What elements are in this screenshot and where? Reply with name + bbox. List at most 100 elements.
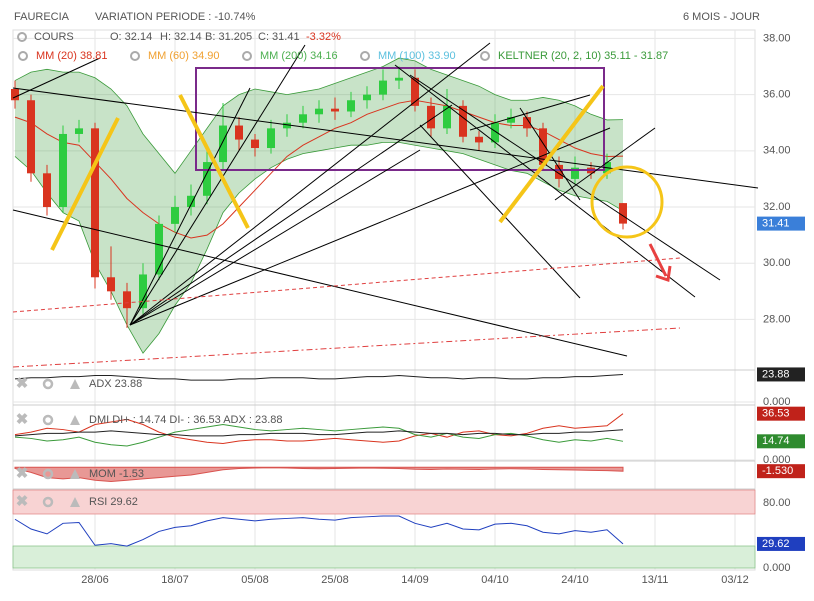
x-tick-label: 05/08 — [241, 574, 269, 586]
candle-body — [75, 128, 83, 134]
settings-icon[interactable] — [130, 51, 140, 61]
y-tick-label: 80.00 — [763, 497, 791, 509]
x-tick-label: 13/11 — [642, 574, 669, 586]
settings-icon[interactable] — [360, 51, 370, 61]
arrow-head — [655, 265, 672, 282]
value-box — [757, 536, 805, 551]
panel-title: RSI 29.62 — [89, 496, 138, 508]
panel-title: MOM -1.53 — [89, 468, 144, 480]
candle-body — [379, 80, 387, 95]
marks: 31.41 23.88 36.53 14.74 -1.530 29.62 — [11, 66, 805, 551]
candle-body — [475, 136, 483, 143]
y-tick-label: 0.000 — [763, 562, 791, 574]
y-tick-label: 0.000 — [763, 396, 791, 408]
move-icon — [70, 469, 80, 479]
trend-line — [129, 42, 491, 326]
value-box-label: 31.41 — [762, 218, 790, 230]
y-tick-label: 36.00 — [763, 89, 791, 101]
remove-icon[interactable]: ✖ — [16, 411, 29, 428]
legend-entry: MM (60) 34.90 — [148, 50, 220, 62]
panel-title: ADX 23.88 — [89, 378, 142, 390]
move-icon — [70, 415, 80, 425]
candle-body — [187, 195, 195, 208]
legend-cours: COURS — [34, 31, 74, 43]
value-box-label: 29.62 — [762, 538, 790, 550]
bands — [14, 57, 624, 354]
candle-body — [43, 173, 51, 208]
move-icon — [70, 379, 80, 389]
plot-frame — [12, 29, 756, 571]
y-tick-label: 28.00 — [763, 313, 791, 325]
arrow — [648, 243, 668, 277]
range-box — [195, 67, 605, 171]
settings-icon — [42, 468, 54, 480]
candle-body — [155, 223, 163, 275]
candle-body — [331, 108, 339, 112]
candle-body — [219, 125, 227, 163]
highlight-circle — [590, 165, 664, 239]
trend-line — [129, 87, 251, 326]
trend-line — [394, 64, 696, 298]
candle-body — [59, 133, 67, 208]
y-tick-label: 0.000 — [763, 454, 791, 466]
candle-body — [619, 203, 627, 224]
candle-body — [27, 100, 35, 174]
symbol: FAURECIA — [14, 11, 70, 23]
value-box — [757, 406, 805, 421]
settings-icon — [480, 51, 490, 61]
trend-line — [12, 87, 759, 189]
candle-body — [491, 122, 499, 143]
value-box-label: 14.74 — [762, 435, 790, 447]
trend-line — [469, 94, 591, 131]
moving-average — [14, 99, 624, 239]
value-box-label: -1.530 — [762, 465, 793, 477]
candle-body — [251, 139, 259, 149]
legend-change: -3.32% — [306, 31, 341, 43]
x-tick-label: 25/08 — [321, 574, 349, 586]
settings-icon[interactable] — [242, 51, 252, 61]
settings-icon — [42, 378, 54, 390]
x-tick-label: 24/10 — [561, 574, 589, 586]
trend-line — [129, 127, 611, 326]
oversold-zone — [12, 545, 756, 569]
trend-line — [419, 124, 581, 299]
candle-body — [107, 277, 115, 292]
candle-body — [203, 162, 211, 196]
value-box — [757, 464, 805, 479]
candle-body — [91, 128, 99, 278]
remove-icon[interactable]: ✖ — [16, 465, 29, 482]
trend-line — [12, 57, 101, 99]
x-tick-label: 04/10 — [481, 574, 509, 586]
value-box-label: 23.88 — [762, 368, 790, 380]
annotations — [12, 42, 759, 368]
candle-body — [283, 122, 291, 129]
value-box — [757, 216, 805, 231]
indicator-line — [14, 373, 624, 381]
support-line — [12, 327, 681, 368]
trend-line — [129, 149, 421, 326]
trend-line — [129, 104, 453, 326]
remove-icon[interactable]: ✖ — [16, 375, 29, 392]
y-tick-label: 30.00 — [763, 257, 791, 269]
settings-icon[interactable] — [18, 51, 28, 61]
y-tick-label: 32.00 — [763, 201, 791, 213]
settings-icon — [42, 496, 54, 508]
remove-icon[interactable]: ✖ — [16, 493, 29, 510]
legend-entry: MM (100) 33.90 — [378, 50, 456, 62]
legend-open: O: 32.14 — [110, 31, 152, 43]
highlight-stroke — [50, 117, 120, 251]
y-tick-label: 38.00 — [763, 32, 791, 44]
band-upper — [14, 57, 624, 174]
candle-body — [507, 117, 515, 123]
candle-body — [347, 100, 355, 112]
settings-icon — [42, 414, 54, 426]
move-icon — [70, 497, 80, 507]
trend-line — [12, 209, 628, 357]
variation: VARIATION PERIODE : -10.74% — [95, 11, 256, 23]
settings-icon[interactable] — [17, 32, 27, 42]
x-tick-label: 28/06 — [81, 574, 109, 586]
overbought-zone — [12, 489, 756, 515]
trend-line — [554, 127, 656, 201]
candle-body — [139, 274, 147, 309]
period[interactable]: 6 MOIS - JOUR — [683, 11, 760, 23]
